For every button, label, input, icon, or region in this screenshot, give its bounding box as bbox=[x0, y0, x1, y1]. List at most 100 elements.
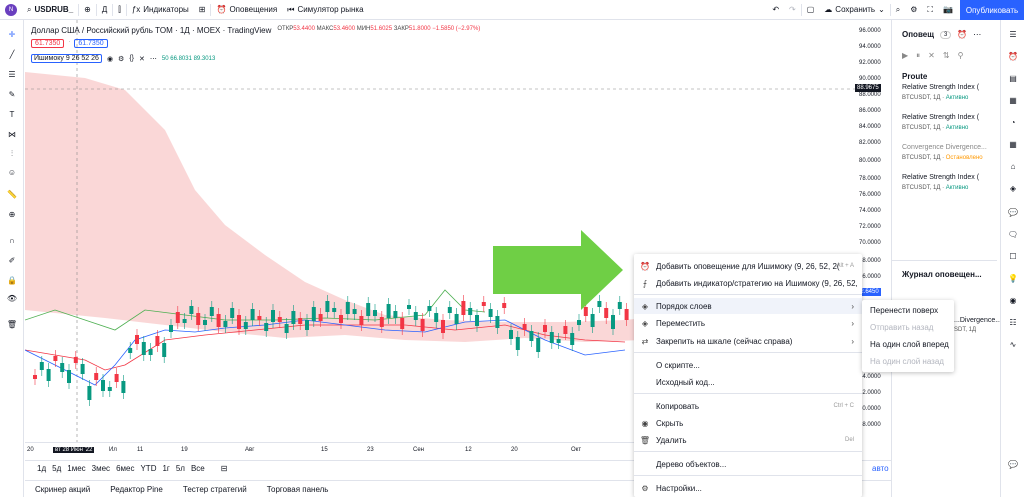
broadcast-icon[interactable]: ◉ bbox=[1009, 295, 1017, 305]
alert-item-name[interactable]: Relative Strength Index ( bbox=[902, 174, 980, 181]
prediction-icon[interactable]: ⫶ bbox=[11, 149, 13, 158]
alarm-clock-icon[interactable]: ⏰ bbox=[1008, 51, 1018, 61]
chat-icon[interactable]: 💬 bbox=[1008, 207, 1018, 217]
compare-button[interactable]: ⊕ bbox=[79, 0, 96, 20]
range-3m[interactable]: 3мес bbox=[91, 464, 111, 473]
gear-icon[interactable]: ⚙ bbox=[118, 55, 125, 63]
magnet-icon[interactable]: ∩ bbox=[9, 235, 15, 245]
sort-icon[interactable]: ⇅ bbox=[942, 51, 950, 60]
time-axis[interactable]: 20 вт 28 Июн '22 Ил 11 19 Авг 15 23 Сен 12 20 Окт bbox=[25, 442, 855, 460]
tab-strategy-tester[interactable]: Тестер стратегий bbox=[182, 484, 247, 494]
source-code-icon[interactable]: {} bbox=[129, 55, 135, 62]
trendline-icon[interactable]: ╱ bbox=[9, 49, 15, 59]
redo-button[interactable]: ↷ bbox=[784, 0, 801, 20]
news-icon[interactable]: ▦ bbox=[1009, 95, 1017, 105]
range-1d[interactable]: 1д bbox=[37, 464, 47, 473]
help-icon[interactable]: 💬 bbox=[1008, 459, 1018, 469]
fib-icon[interactable]: ☰ bbox=[8, 69, 16, 79]
chats-icon[interactable]: 🗨 bbox=[1007, 229, 1019, 239]
emoji-icon[interactable]: ☺ bbox=[7, 167, 17, 177]
replay-button[interactable]: ⏮ Симулятор рынка bbox=[282, 0, 368, 20]
tab-pine-editor[interactable]: Редактор Pine bbox=[110, 484, 163, 494]
indicator-legend[interactable]: Ишимоку 9 26 52 26 ◉ ⚙ {} ✕ ⋯ 50 66.8031… bbox=[31, 54, 215, 63]
ideas-icon[interactable]: ◔ bbox=[1010, 117, 1016, 127]
filter-icon[interactable]: ⚲ bbox=[957, 51, 964, 60]
more-icon[interactable]: ⋯ bbox=[149, 55, 157, 63]
menu-add-indicator[interactable]: ⨍ Добавить индикатор/стратегию на Ишимоку… bbox=[634, 275, 862, 291]
tab-stock-screener[interactable]: Скринер акций bbox=[35, 484, 91, 494]
alert-item-name[interactable]: Convergence Divergence... bbox=[902, 144, 987, 151]
snapshot-button[interactable]: 📷 bbox=[938, 0, 958, 20]
menu-source-code[interactable]: Исходный код... bbox=[656, 377, 715, 387]
alerts-button[interactable]: ⏰ Оповещения bbox=[211, 0, 282, 20]
bulb-icon[interactable]: 💡 bbox=[1008, 273, 1018, 283]
range-5d[interactable]: 5д bbox=[52, 464, 62, 473]
text-icon[interactable]: T bbox=[9, 109, 15, 119]
dom-icon[interactable]: ☷ bbox=[1009, 317, 1017, 327]
publish-button[interactable]: Опубликовать bbox=[960, 0, 1024, 20]
eye-icon[interactable]: ◉ bbox=[106, 55, 114, 63]
save-button[interactable]: ☁ Сохранить ⌄ bbox=[819, 0, 889, 20]
heatmap-icon[interactable]: ◈ bbox=[1009, 183, 1017, 193]
pattern-icon[interactable]: ⋈ bbox=[8, 129, 16, 139]
delete-all-icon[interactable]: ✕ bbox=[928, 51, 935, 60]
watchlist-icon[interactable]: ☰ bbox=[1009, 29, 1017, 39]
pause-icon[interactable]: ⏸ bbox=[916, 51, 921, 60]
indicators-button[interactable]: ƒx Индикаторы bbox=[127, 0, 194, 20]
range-6m[interactable]: 6мес bbox=[116, 464, 135, 473]
play-icon[interactable]: ▶ bbox=[902, 51, 909, 60]
menu-copy[interactable]: Копировать Ctrl + C bbox=[656, 401, 854, 411]
streams-icon[interactable]: ☐ bbox=[1009, 251, 1017, 261]
close-icon[interactable]: ✕ bbox=[139, 55, 145, 63]
hotlists-icon[interactable]: ⌂ bbox=[1010, 161, 1016, 171]
chart-canvas[interactable] bbox=[25, 20, 891, 460]
tab-trading-panel[interactable]: Торговая панель bbox=[266, 484, 329, 494]
menu-hide[interactable]: ◉ Скрыть bbox=[641, 418, 684, 428]
brush-icon[interactable]: ✎ bbox=[8, 89, 16, 99]
add-alert-icon[interactable]: ⏰ bbox=[957, 30, 968, 39]
menu-settings[interactable]: ⚙ Настройки... bbox=[641, 483, 702, 493]
submenu-bring-front[interactable]: Перенести поверх bbox=[870, 305, 939, 315]
chart-type-button[interactable]: ⫿ bbox=[113, 0, 126, 20]
quick-search-button[interactable]: ⌕ bbox=[891, 0, 905, 20]
range-all[interactable]: Все bbox=[190, 464, 205, 473]
menu-pin-scale[interactable]: ⇄ Закрепить на шкале (сейчас справа) › bbox=[641, 336, 854, 346]
user-avatar[interactable]: N bbox=[0, 0, 22, 20]
trend-icon[interactable]: ∿ bbox=[1009, 339, 1017, 349]
more-icon[interactable]: ⋯ bbox=[973, 30, 982, 39]
layout-button[interactable]: ▢ bbox=[802, 0, 820, 20]
menu-delete[interactable]: 🗑 Удалить Del bbox=[639, 435, 854, 445]
menu-move[interactable]: ◈ Переместить › bbox=[641, 318, 854, 328]
sell-button[interactable]: 61.7350 bbox=[31, 39, 65, 48]
menu-add-alert[interactable]: ⏰ Добавить оповещение для Ишимоку (9, 26,… bbox=[640, 261, 854, 271]
menu-object-tree[interactable]: Дерево объектов... bbox=[656, 459, 727, 469]
menu-about-script[interactable]: О скрипте... bbox=[656, 360, 700, 370]
range-ytd[interactable]: YTD bbox=[140, 464, 157, 473]
goto-date-icon[interactable]: ⊟ bbox=[220, 464, 228, 473]
crosshair-icon[interactable]: ✛ bbox=[8, 29, 16, 39]
ruler-icon[interactable]: 📏 bbox=[7, 189, 17, 199]
settings-button[interactable]: ⚙ bbox=[905, 0, 922, 20]
buy-button[interactable]: 61.7350 bbox=[74, 39, 108, 48]
lock-draw-icon[interactable]: ✐ bbox=[8, 255, 16, 265]
alert-item-name[interactable]: Relative Strength Index ( bbox=[902, 84, 980, 91]
fullscreen-button[interactable]: ⛶ bbox=[922, 0, 938, 20]
templates-button[interactable]: ⊞ bbox=[194, 0, 211, 20]
range-1m[interactable]: 1мес bbox=[67, 464, 86, 473]
menu-layer-order[interactable]: ◈ Порядок слоев › bbox=[634, 298, 862, 314]
symbol-search-button[interactable]: ⌕ USDRUB_ bbox=[22, 0, 78, 20]
indicator-name[interactable]: Ишимоку 9 26 52 26 bbox=[31, 54, 102, 63]
trash-icon[interactable]: 🗑 bbox=[6, 319, 18, 329]
submenu-forward-one[interactable]: На один слой вперед bbox=[870, 339, 949, 349]
data-window-icon[interactable]: ▤ bbox=[1009, 73, 1017, 83]
interval-button[interactable]: Д bbox=[97, 0, 112, 20]
undo-button[interactable]: ↶ bbox=[767, 0, 784, 20]
auto-scale-toggle[interactable]: авто bbox=[872, 464, 889, 473]
range-1y[interactable]: 1г bbox=[162, 464, 170, 473]
calendar-icon[interactable]: ▦ bbox=[1009, 139, 1017, 149]
zoom-icon[interactable]: ⊕ bbox=[8, 209, 16, 219]
lock-icon[interactable]: 🔒 bbox=[7, 275, 17, 285]
eye-icon[interactable]: 👁 bbox=[6, 293, 18, 303]
range-5y[interactable]: 5л bbox=[175, 464, 185, 473]
alert-item-name[interactable]: Relative Strength Index ( bbox=[902, 114, 980, 121]
